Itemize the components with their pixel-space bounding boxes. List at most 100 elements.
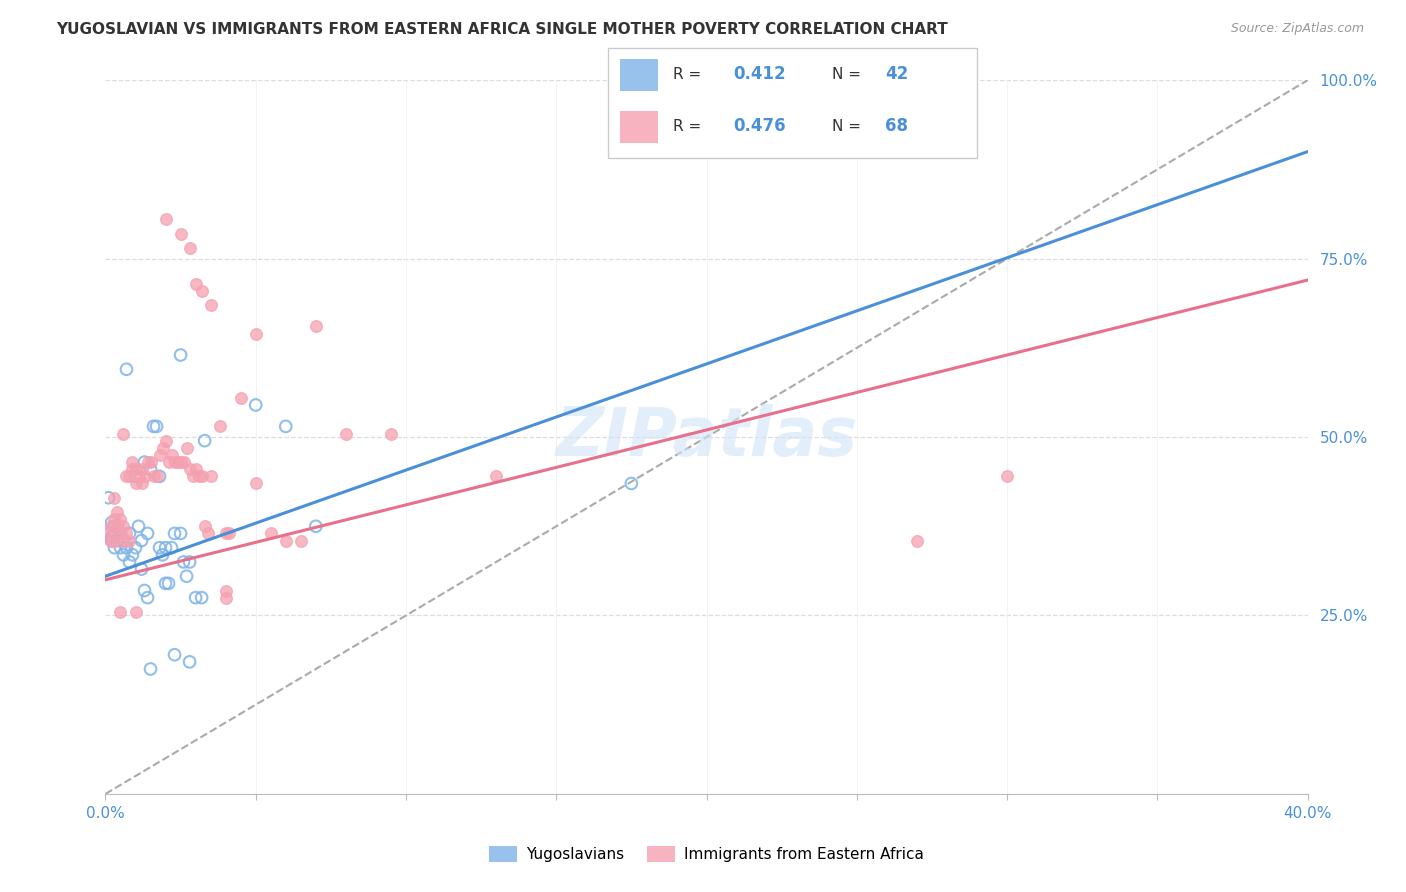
Point <box>110 512 132 526</box>
Point <box>134 583 156 598</box>
Point <box>163 455 186 469</box>
Point <box>124 541 146 555</box>
Point <box>245 398 267 412</box>
Point <box>200 469 222 483</box>
Point <box>155 212 177 227</box>
Point <box>245 326 267 341</box>
Point <box>118 526 141 541</box>
Point <box>112 548 135 562</box>
Point <box>208 419 231 434</box>
Point <box>103 541 125 555</box>
Point <box>100 533 122 548</box>
Point <box>905 533 928 548</box>
Point <box>184 591 207 605</box>
Point <box>169 227 191 241</box>
Point <box>100 519 122 533</box>
Text: 0.412: 0.412 <box>734 65 786 83</box>
Point <box>124 462 146 476</box>
Point <box>214 583 236 598</box>
Point <box>103 491 125 505</box>
Point <box>197 526 219 541</box>
Point <box>274 419 297 434</box>
Point <box>131 476 153 491</box>
Point <box>131 533 153 548</box>
Point <box>214 591 236 605</box>
Point <box>485 469 508 483</box>
Point <box>139 455 162 469</box>
Point <box>179 462 201 476</box>
Point <box>107 519 129 533</box>
Point <box>110 526 132 541</box>
Point <box>118 533 141 548</box>
Point <box>160 541 183 555</box>
Point <box>305 519 328 533</box>
Point <box>218 526 240 541</box>
Point <box>176 441 198 455</box>
Point <box>260 526 283 541</box>
FancyBboxPatch shape <box>620 59 658 91</box>
Point <box>107 533 129 548</box>
Point <box>128 469 150 483</box>
Point <box>187 469 209 483</box>
Point <box>173 455 195 469</box>
Point <box>190 591 212 605</box>
Point <box>142 419 165 434</box>
Point <box>380 426 402 441</box>
Point <box>128 519 150 533</box>
Point <box>134 455 156 469</box>
Point <box>179 655 201 669</box>
Point <box>169 526 191 541</box>
Point <box>112 426 135 441</box>
Point <box>97 491 120 505</box>
Point <box>166 455 188 469</box>
Point <box>148 448 170 462</box>
Point <box>145 419 167 434</box>
Point <box>184 462 207 476</box>
Point <box>290 533 312 548</box>
Point <box>115 541 138 555</box>
Text: R =: R = <box>673 119 706 134</box>
Point <box>103 519 125 533</box>
Text: N =: N = <box>832 67 866 82</box>
Point <box>136 455 159 469</box>
Point <box>620 476 643 491</box>
Point <box>229 391 252 405</box>
Point <box>112 533 135 548</box>
Point <box>107 519 129 533</box>
Point <box>115 362 138 376</box>
Point <box>100 530 122 544</box>
Point <box>155 541 177 555</box>
Point <box>157 576 180 591</box>
Point <box>200 298 222 312</box>
Point <box>179 555 201 569</box>
Point <box>194 434 217 448</box>
Point <box>97 526 120 541</box>
Point <box>335 426 357 441</box>
Point <box>124 605 146 619</box>
Point <box>121 548 143 562</box>
Text: R =: R = <box>673 67 706 82</box>
Point <box>155 434 177 448</box>
Point <box>176 569 198 583</box>
Point <box>121 462 143 476</box>
Point <box>103 526 125 541</box>
Point <box>112 519 135 533</box>
Point <box>305 319 328 334</box>
FancyBboxPatch shape <box>620 111 658 144</box>
Point <box>157 455 180 469</box>
Point <box>163 526 186 541</box>
Point <box>131 462 153 476</box>
Point <box>152 441 174 455</box>
Point <box>181 469 204 483</box>
Point <box>134 469 156 483</box>
Point <box>110 526 132 541</box>
Point <box>190 469 212 483</box>
Text: N =: N = <box>832 119 866 134</box>
Point <box>214 526 236 541</box>
Point <box>139 462 162 476</box>
Text: 42: 42 <box>886 65 908 83</box>
Text: 0.476: 0.476 <box>734 118 786 136</box>
Point <box>110 541 132 555</box>
Point <box>995 469 1018 483</box>
Text: 68: 68 <box>886 118 908 136</box>
